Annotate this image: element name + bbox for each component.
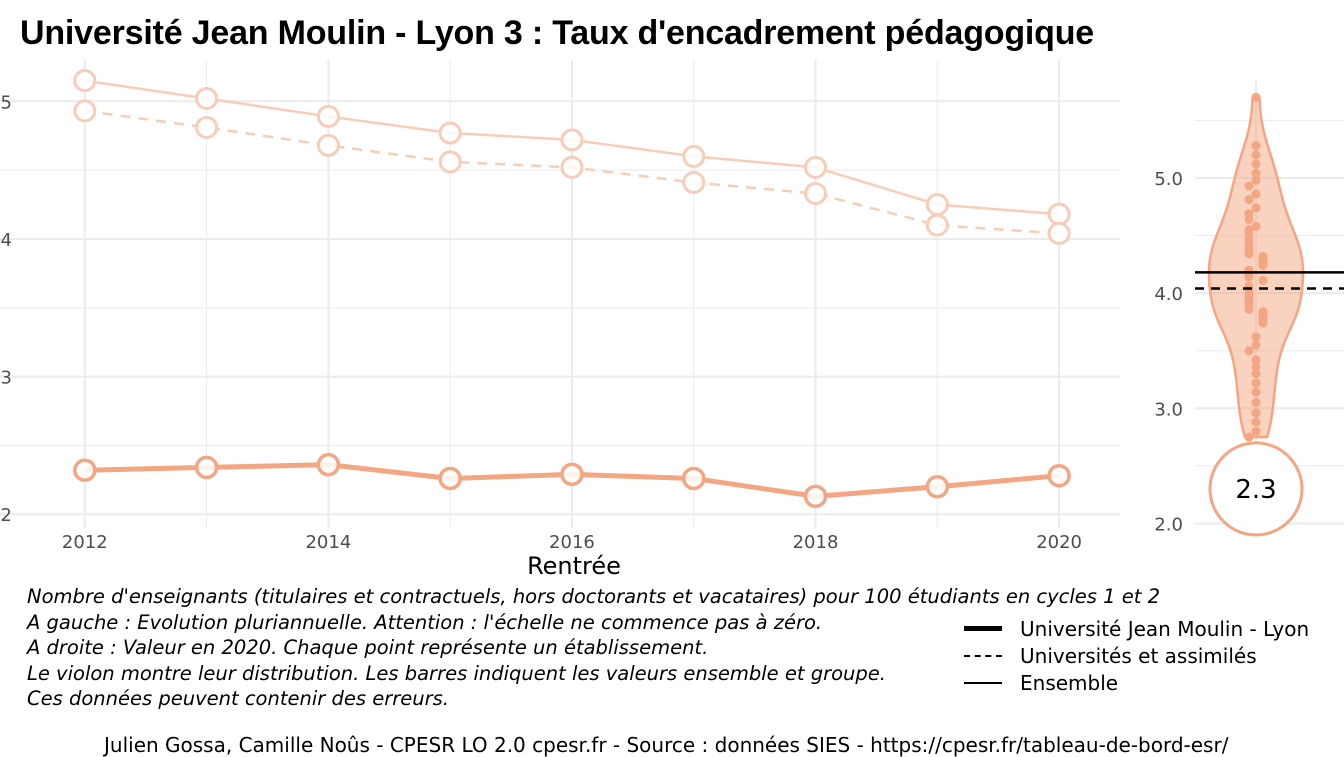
data-point [316,104,340,128]
data-point [560,128,584,152]
source-caption: Julien Gossa, Camille Noûs - CPESR LO 2.… [104,733,1229,757]
legend-item-universites-assimiles: Universités et assimilés [964,642,1309,669]
institution-point [1251,426,1261,436]
legend-item-universite: Université Jean Moulin - Lyon [964,615,1309,642]
data-point [925,474,950,499]
y-tick-label: 3.0 [1154,399,1183,420]
institution-point [1251,417,1261,427]
institution-point [1258,260,1268,270]
institution-point [1251,168,1261,178]
data-point [438,466,462,491]
data-point [560,155,584,179]
data-point [73,69,97,93]
data-point [73,99,97,123]
legend-key-dashed [964,654,1002,657]
highlight-bubble [1208,441,1304,537]
data-point [804,155,828,179]
institution-point [1251,189,1261,199]
data-point [194,455,219,480]
note-line-4: Le violon montre leur distribution. Les … [27,661,886,685]
institution-point [1251,355,1261,365]
data-point [316,133,340,157]
institution-point [1251,175,1261,185]
data-point [1047,221,1071,245]
institution-point [1244,304,1254,314]
x-tick-label: 2016 [549,532,595,553]
data-point [803,484,828,509]
x-tick-label: 2014 [305,532,351,553]
legend-item-ensemble: Ensemble [964,669,1309,696]
note-line-5: Ces données peuvent contenir des erreurs… [27,687,449,710]
data-point [682,144,706,168]
data-point [1047,202,1071,226]
note-line-1: Nombre d'enseignants (titulaires et cont… [27,585,1160,608]
institution-point [1251,141,1261,151]
institution-point [1251,369,1261,379]
institution-point [1251,398,1261,408]
institution-point [1244,432,1254,442]
data-point [925,213,949,237]
note-line-2: A gauche : Evolution pluriannuelle. Atte… [27,610,823,634]
data-point [681,466,706,491]
chart-notes: Nombre d'enseignants (titulaires et cont… [27,584,1160,712]
institution-point [1251,159,1261,169]
x-tick-label: 2018 [793,532,839,553]
y-tick-label: 3 [1,368,12,389]
data-point [560,462,584,487]
data-point [925,193,949,217]
chart-legend: Université Jean Moulin - Lyon Université… [964,615,1309,696]
note-line-3: A droite : Valeur en 2020. Chaque point … [27,636,709,659]
data-point [316,452,341,477]
legend-key-thin [964,681,1002,684]
data-point [438,150,462,174]
institution-point [1251,150,1261,160]
data-point [195,115,219,139]
institution-point [1251,362,1261,372]
institution-point [1244,195,1254,205]
legend-key-thick [964,626,1002,631]
institution-point [1251,332,1261,342]
institution-point [1244,214,1254,224]
highlight-value-label: 2.3 [1235,475,1276,505]
y-tick-label: 4 [1,230,12,251]
y-tick-label: 2.0 [1154,514,1183,535]
institution-point [1251,378,1261,388]
data-point [682,171,706,195]
institution-point [1244,181,1254,191]
institution-point [1251,92,1261,102]
chart-title: Université Jean Moulin - Lyon 3 : Taux d… [20,14,1095,52]
institution-point [1251,408,1261,418]
institution-point [1251,387,1261,397]
legend-label: Ensemble [1020,670,1119,695]
data-point [195,87,219,111]
legend-label: Universités et assimilés [1020,643,1257,668]
institution-point [1244,346,1254,356]
violin-panel: 2.0 3.0 4.0 5.0 2.3 [1154,80,1344,538]
data-point [73,458,97,482]
y-tick-label: 2 [1,505,12,526]
data-point [804,182,828,206]
institution-point [1251,340,1261,350]
legend-label: Université Jean Moulin - Lyon [1020,616,1310,641]
institution-point [1251,221,1261,231]
y-tick-label: 4.0 [1154,284,1183,305]
data-point [1047,463,1071,488]
x-tick-label: 2012 [62,532,108,553]
data-point [438,121,462,145]
institution-point [1251,203,1261,213]
institution-point [1258,318,1268,328]
x-axis-label: Rentrée [527,552,621,580]
y-tick-label: 5.0 [1154,169,1183,190]
chart-area: 2 3 4 5 2012 2014 2016 2018 2020 Rentrée 2.0 3.0 4.… [0,60,1344,580]
y-tick-label: 5 [1,92,12,113]
evolution-panel: 2 3 4 5 2012 2014 2016 2018 2020 Rentrée [0,60,1120,580]
institution-point [1258,275,1268,285]
institution-point [1244,249,1254,259]
institution-point [1244,272,1254,282]
x-tick-label: 2020 [1036,532,1082,553]
